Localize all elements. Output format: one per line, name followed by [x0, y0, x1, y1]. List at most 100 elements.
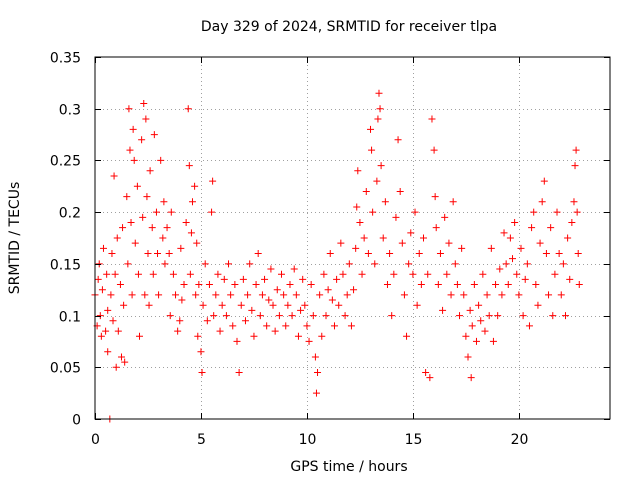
data-point — [458, 244, 466, 252]
data-point — [110, 172, 118, 180]
data-point — [129, 125, 137, 133]
data-point — [248, 306, 256, 314]
chart-title: Day 329 of 2024, SRMTID for receiver tlp… — [201, 19, 497, 35]
data-point — [335, 301, 343, 309]
data-point — [235, 368, 243, 376]
data-point — [109, 317, 117, 325]
data-point — [174, 327, 182, 335]
data-point — [111, 270, 119, 278]
data-point — [128, 291, 136, 299]
data-point — [157, 156, 165, 164]
data-point — [398, 239, 406, 247]
data-point — [428, 115, 436, 123]
data-point — [320, 270, 328, 278]
data-point — [467, 374, 475, 382]
data-point — [123, 193, 131, 201]
data-point — [149, 270, 157, 278]
data-point — [430, 146, 438, 154]
data-point — [523, 260, 531, 268]
data-point — [297, 306, 305, 314]
data-point — [379, 234, 387, 242]
data-point — [354, 167, 362, 175]
data-point — [250, 332, 258, 340]
data-point — [314, 368, 322, 376]
data-point — [231, 281, 239, 289]
data-point — [246, 260, 254, 268]
data-point — [392, 213, 400, 221]
data-point — [400, 291, 408, 299]
data-point — [511, 218, 519, 226]
data-point — [208, 208, 216, 216]
data-point — [415, 250, 423, 258]
y-tick-label: 0.35 — [50, 51, 81, 67]
x-tick-label: 20 — [511, 432, 529, 448]
data-point — [492, 281, 500, 289]
data-point — [124, 260, 132, 268]
data-point — [545, 291, 553, 299]
data-point — [136, 332, 144, 340]
data-point — [220, 275, 228, 283]
data-point — [443, 270, 451, 278]
data-point — [142, 115, 150, 123]
data-point — [225, 260, 233, 268]
data-point — [525, 322, 533, 330]
data-point — [445, 239, 453, 247]
data-point — [130, 156, 138, 164]
data-point — [104, 306, 112, 314]
data-point — [104, 348, 112, 356]
data-point — [309, 312, 317, 320]
data-point — [341, 312, 349, 320]
data-point — [353, 203, 361, 211]
data-point — [94, 275, 102, 283]
data-point — [188, 198, 196, 206]
data-point — [494, 312, 502, 320]
data-point — [197, 348, 205, 356]
data-point — [284, 301, 292, 309]
data-point — [506, 234, 514, 242]
data-point — [265, 296, 273, 304]
data-point — [436, 250, 444, 258]
data-point — [549, 312, 557, 320]
axis-ticks — [95, 57, 610, 420]
data-point — [328, 296, 336, 304]
data-point — [166, 312, 174, 320]
data-point — [239, 275, 247, 283]
data-point — [324, 286, 332, 294]
data-point — [280, 291, 288, 299]
data-point — [113, 234, 121, 242]
data-point — [112, 363, 120, 371]
data-point — [214, 270, 222, 278]
data-point — [390, 270, 398, 278]
data-point — [367, 125, 375, 133]
data-point — [267, 265, 275, 273]
data-point — [241, 317, 249, 325]
data-point — [150, 131, 158, 139]
data-point — [358, 270, 366, 278]
data-point — [216, 327, 224, 335]
data-point — [515, 291, 523, 299]
data-point — [148, 224, 156, 232]
data-point — [114, 327, 122, 335]
data-point — [141, 291, 149, 299]
data-point — [352, 244, 360, 252]
data-point — [191, 182, 199, 190]
data-point — [144, 250, 152, 258]
data-point — [557, 291, 565, 299]
data-point — [271, 327, 279, 335]
data-point — [394, 136, 402, 144]
data-point — [451, 260, 459, 268]
data-point — [369, 208, 377, 216]
data-point — [555, 250, 563, 258]
data-point — [161, 260, 169, 268]
data-point — [152, 208, 160, 216]
data-point — [290, 265, 298, 273]
data-point — [386, 250, 394, 258]
x-tick-label: 10 — [299, 432, 317, 448]
data-point — [305, 337, 313, 345]
data-point — [237, 301, 245, 309]
data-point — [347, 322, 355, 330]
x-tick-label: 0 — [91, 432, 100, 448]
data-points — [91, 89, 583, 423]
data-point — [356, 218, 364, 226]
data-point — [326, 250, 334, 258]
